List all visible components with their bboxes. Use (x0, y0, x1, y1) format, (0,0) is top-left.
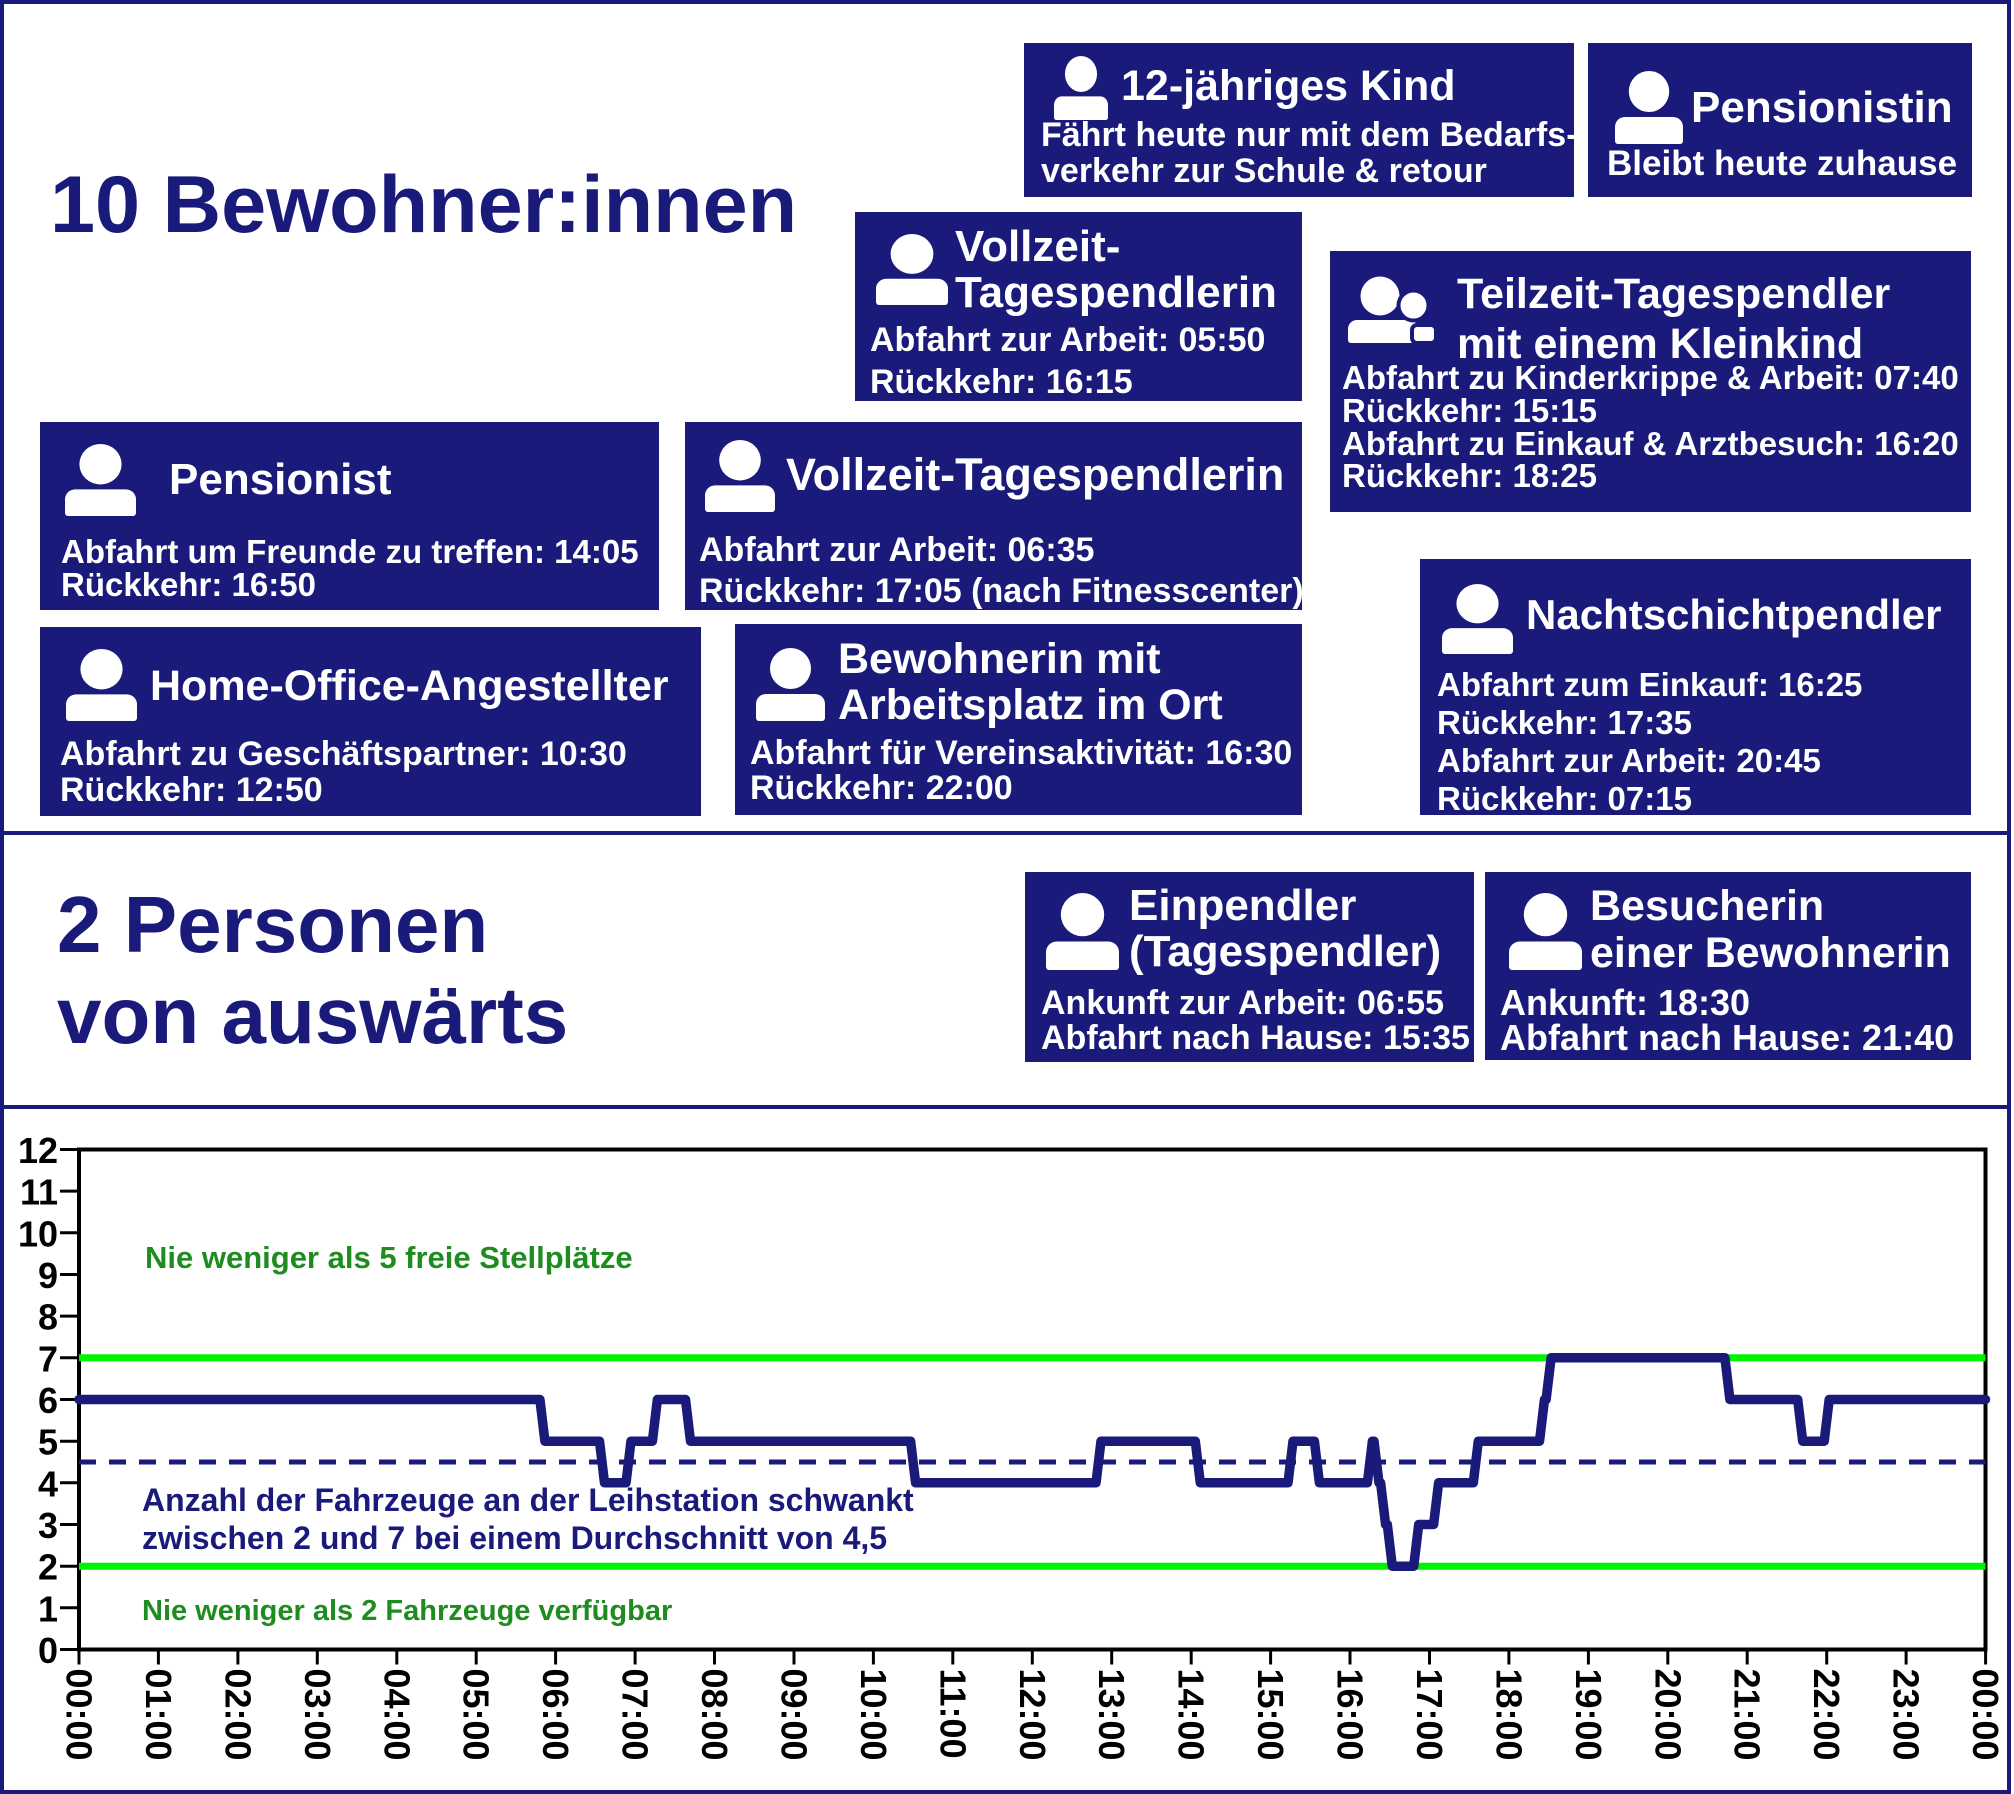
svg-text:05:00: 05:00 (456, 1669, 497, 1761)
svg-text:4: 4 (38, 1463, 58, 1504)
svg-text:07:00: 07:00 (615, 1669, 656, 1761)
svg-text:13:00: 13:00 (1091, 1669, 1132, 1761)
svg-text:19:00: 19:00 (1568, 1669, 1609, 1761)
svg-text:03:00: 03:00 (297, 1669, 338, 1761)
svg-text:8: 8 (38, 1297, 58, 1338)
svg-text:2: 2 (38, 1547, 58, 1588)
svg-text:0: 0 (38, 1630, 58, 1671)
svg-text:15:00: 15:00 (1250, 1669, 1291, 1761)
svg-text:zwischen 2 und 7 bei einem Dur: zwischen 2 und 7 bei einem Durchschnitt … (142, 1520, 887, 1556)
svg-text:3: 3 (38, 1505, 58, 1546)
svg-text:21:00: 21:00 (1727, 1669, 1768, 1761)
svg-text:Anzahl der Fahrzeuge an der Le: Anzahl der Fahrzeuge an der Leihstation … (142, 1482, 914, 1518)
svg-text:12: 12 (18, 1130, 58, 1171)
svg-text:06:00: 06:00 (535, 1669, 576, 1761)
svg-text:5: 5 (38, 1422, 58, 1463)
svg-text:6: 6 (38, 1380, 58, 1421)
svg-text:14:00: 14:00 (1171, 1669, 1212, 1761)
svg-text:01:00: 01:00 (138, 1669, 179, 1761)
svg-text:17:00: 17:00 (1409, 1669, 1450, 1761)
svg-text:08:00: 08:00 (694, 1669, 735, 1761)
svg-text:23:00: 23:00 (1886, 1669, 1927, 1761)
svg-text:02:00: 02:00 (217, 1669, 258, 1761)
svg-text:20:00: 20:00 (1647, 1669, 1688, 1761)
svg-text:Nie weniger als 5 freie Stellp: Nie weniger als 5 freie Stellplätze (145, 1240, 633, 1275)
svg-text:00:00: 00:00 (1965, 1669, 2006, 1761)
svg-text:Nie weniger als 2 Fahrzeuge ve: Nie weniger als 2 Fahrzeuge verfügbar (142, 1595, 672, 1627)
svg-text:12:00: 12:00 (1012, 1669, 1053, 1761)
svg-text:9: 9 (38, 1255, 58, 1296)
svg-text:18:00: 18:00 (1488, 1669, 1529, 1761)
svg-text:22:00: 22:00 (1806, 1669, 1847, 1761)
svg-text:00:00: 00:00 (59, 1669, 100, 1761)
svg-text:09:00: 09:00 (774, 1669, 815, 1761)
svg-text:04:00: 04:00 (376, 1669, 417, 1761)
svg-text:7: 7 (38, 1338, 58, 1379)
svg-text:10:00: 10:00 (853, 1669, 894, 1761)
svg-text:1: 1 (38, 1588, 58, 1629)
svg-text:10: 10 (18, 1213, 58, 1254)
svg-text:16:00: 16:00 (1330, 1669, 1371, 1761)
svg-text:11:00: 11:00 (932, 1669, 973, 1759)
svg-text:11: 11 (20, 1172, 58, 1213)
